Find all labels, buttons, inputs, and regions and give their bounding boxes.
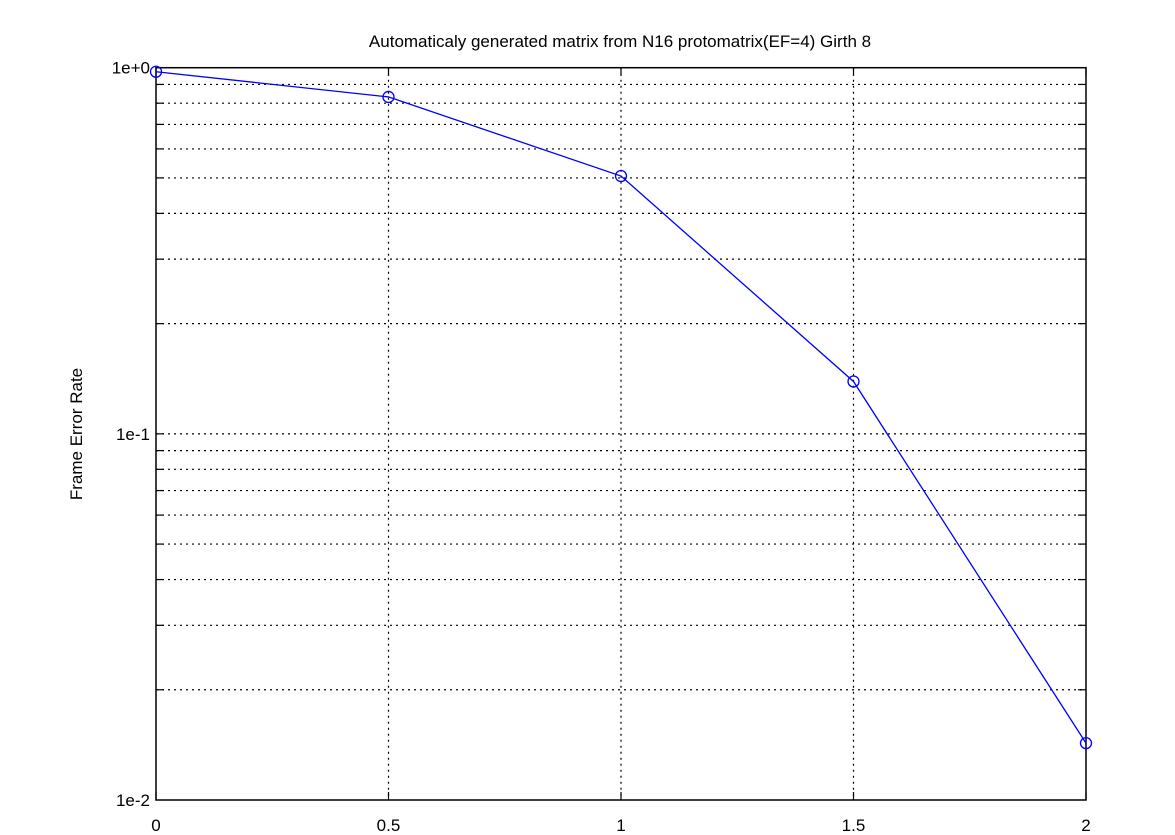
y-tick-label: 1e-2 bbox=[116, 791, 150, 810]
data-point-marker bbox=[382, 90, 395, 104]
plot-frame bbox=[155, 66, 1087, 801]
y-tick-label: 1e-1 bbox=[116, 425, 150, 444]
x-tick-label: 2 bbox=[1081, 816, 1090, 835]
x-tick-label: 0 bbox=[151, 816, 160, 835]
chart-title: Automaticaly generated matrix from N16 p… bbox=[369, 32, 871, 51]
x-tick-label: 1 bbox=[616, 816, 625, 835]
y-axis-label: Frame Error Rate bbox=[67, 368, 86, 500]
data-point-marker bbox=[614, 169, 628, 183]
ticks: 1e-2 1e-1 1e+0 0 0.5 1 1.5 2 bbox=[112, 59, 1091, 835]
x-tick-label: 1.5 bbox=[842, 816, 866, 835]
data-point-marker bbox=[1079, 736, 1093, 750]
x-tick-label: 0.5 bbox=[377, 816, 401, 835]
y-tick-label: 1e+0 bbox=[112, 59, 150, 78]
series bbox=[149, 65, 1093, 750]
data-point-marker bbox=[149, 65, 163, 78]
series-line bbox=[155, 71, 1087, 744]
grid bbox=[156, 67, 1086, 800]
data-point-marker bbox=[847, 375, 860, 388]
